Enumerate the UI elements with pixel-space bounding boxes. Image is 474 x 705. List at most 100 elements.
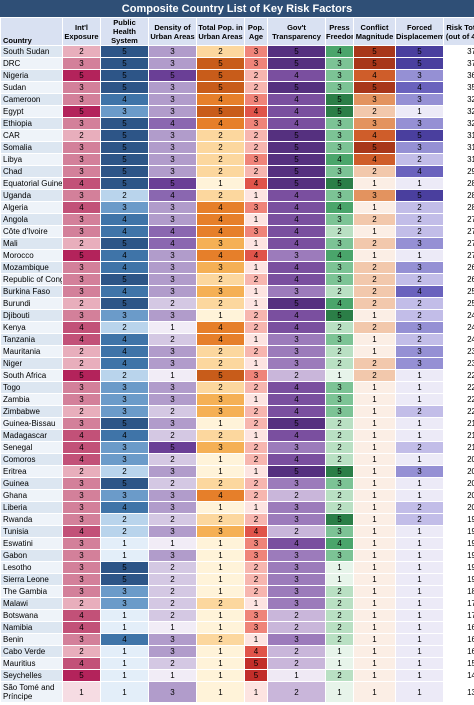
country-cell: Togo	[0, 381, 63, 394]
score-cell: 2	[325, 501, 354, 514]
score-cell: 3	[148, 357, 197, 370]
score-cell: 4	[244, 645, 268, 658]
score-cell: 2	[325, 585, 354, 598]
score-cell: 4	[267, 117, 326, 130]
score-cell: 5	[395, 129, 444, 142]
score-cell: 4	[100, 357, 149, 370]
table-row: Sudan35352535435	[0, 81, 474, 94]
score-cell: 3	[196, 261, 245, 274]
score-cell: 4	[148, 117, 197, 130]
score-cell: 4	[196, 333, 245, 346]
score-cell: 3	[395, 93, 444, 106]
risk-total-cell: 19	[443, 561, 474, 574]
risk-total-cell: 32	[443, 117, 474, 130]
score-cell: 1	[196, 453, 245, 466]
score-cell: 1	[353, 645, 396, 658]
risk-total-cell: 22	[443, 381, 474, 394]
score-cell: 3	[325, 213, 354, 226]
score-cell: 3	[62, 189, 101, 202]
score-cell: 2	[325, 453, 354, 466]
risk-total-cell: 25	[443, 285, 474, 298]
score-cell: 1	[395, 621, 444, 634]
score-cell: 2	[267, 681, 326, 703]
score-cell: 1	[196, 465, 245, 478]
score-cell: 3	[148, 393, 197, 406]
score-cell: 3	[148, 105, 197, 118]
score-cell: 3	[325, 381, 354, 394]
score-cell: 5	[62, 105, 101, 118]
table-row: Tanzania44241331224	[0, 333, 474, 346]
score-cell: 3	[395, 357, 444, 370]
score-cell: 5	[325, 465, 354, 478]
country-cell: Tunisia	[0, 525, 63, 538]
score-cell: 4	[353, 153, 396, 166]
country-cell: Chad	[0, 165, 63, 178]
score-cell: 3	[244, 537, 268, 550]
score-cell: 3	[244, 93, 268, 106]
score-cell: 2	[100, 525, 149, 538]
score-cell: 3	[325, 525, 354, 538]
score-cell: 3	[100, 201, 149, 214]
score-cell: 2	[196, 153, 245, 166]
score-cell: 2	[267, 657, 326, 670]
score-cell: 1	[395, 669, 444, 682]
score-cell: 3	[267, 501, 326, 514]
score-cell: 2	[196, 345, 245, 358]
table-row: Madagascar44221421121	[0, 429, 474, 442]
score-cell: 5	[267, 417, 326, 430]
score-cell: 2	[325, 321, 354, 334]
score-cell: 4	[325, 537, 354, 550]
score-cell: 4	[267, 213, 326, 226]
score-cell: 2	[325, 597, 354, 610]
risk-total-cell: 17	[443, 597, 474, 610]
table-row: Equatorial Guinea45514551128	[0, 177, 474, 190]
score-cell: 4	[62, 525, 101, 538]
score-cell: 3	[148, 141, 197, 154]
risk-total-cell: 24	[443, 333, 474, 346]
score-cell: 1	[196, 177, 245, 190]
score-cell: 1	[244, 357, 268, 370]
score-cell: 3	[395, 345, 444, 358]
score-cell: 2	[325, 669, 354, 682]
score-cell: 3	[62, 81, 101, 94]
chart-title: Composite Country List of Key Risk Facto…	[0, 0, 474, 17]
score-cell: 1	[325, 681, 354, 703]
score-cell: 1	[353, 681, 396, 703]
risk-total-cell: 31	[443, 129, 474, 142]
score-cell: 3	[148, 309, 197, 322]
score-cell: 3	[325, 273, 354, 286]
score-cell: 4	[62, 453, 101, 466]
score-cell: 1	[395, 105, 444, 118]
table-row: Guinea35222331120	[0, 477, 474, 490]
score-cell: 1	[244, 333, 268, 346]
score-cell: 3	[148, 681, 197, 703]
score-cell: 1	[353, 537, 396, 550]
score-cell: 1	[244, 681, 268, 703]
score-cell: 3	[267, 549, 326, 562]
score-cell: 3	[148, 417, 197, 430]
score-cell: 4	[100, 249, 149, 262]
score-cell: 1	[196, 501, 245, 514]
score-cell: 3	[325, 81, 354, 94]
risk-total-cell: 24	[443, 321, 474, 334]
country-cell: Mozambique	[0, 261, 63, 274]
score-cell: 5	[100, 561, 149, 574]
score-cell: 1	[353, 621, 396, 634]
score-cell: 1	[353, 429, 396, 442]
score-cell: 5	[62, 249, 101, 262]
score-cell: 4	[148, 189, 197, 202]
table-row: Rwanda32222351219	[0, 513, 474, 526]
score-cell: 2	[395, 225, 444, 238]
risk-total-cell: 21	[443, 417, 474, 430]
score-cell: 1	[353, 417, 396, 430]
table-row: Morocco54344341127	[0, 249, 474, 262]
score-cell: 2	[148, 297, 197, 310]
score-cell: 2	[62, 405, 101, 418]
risk-total-cell: 19	[443, 525, 474, 538]
risk-total-cell: 21	[443, 429, 474, 442]
score-cell: 2	[62, 129, 101, 142]
risk-total-cell: 22	[443, 405, 474, 418]
risk-total-cell: 16	[443, 633, 474, 646]
score-cell: 2	[244, 585, 268, 598]
score-cell: 2	[62, 237, 101, 250]
